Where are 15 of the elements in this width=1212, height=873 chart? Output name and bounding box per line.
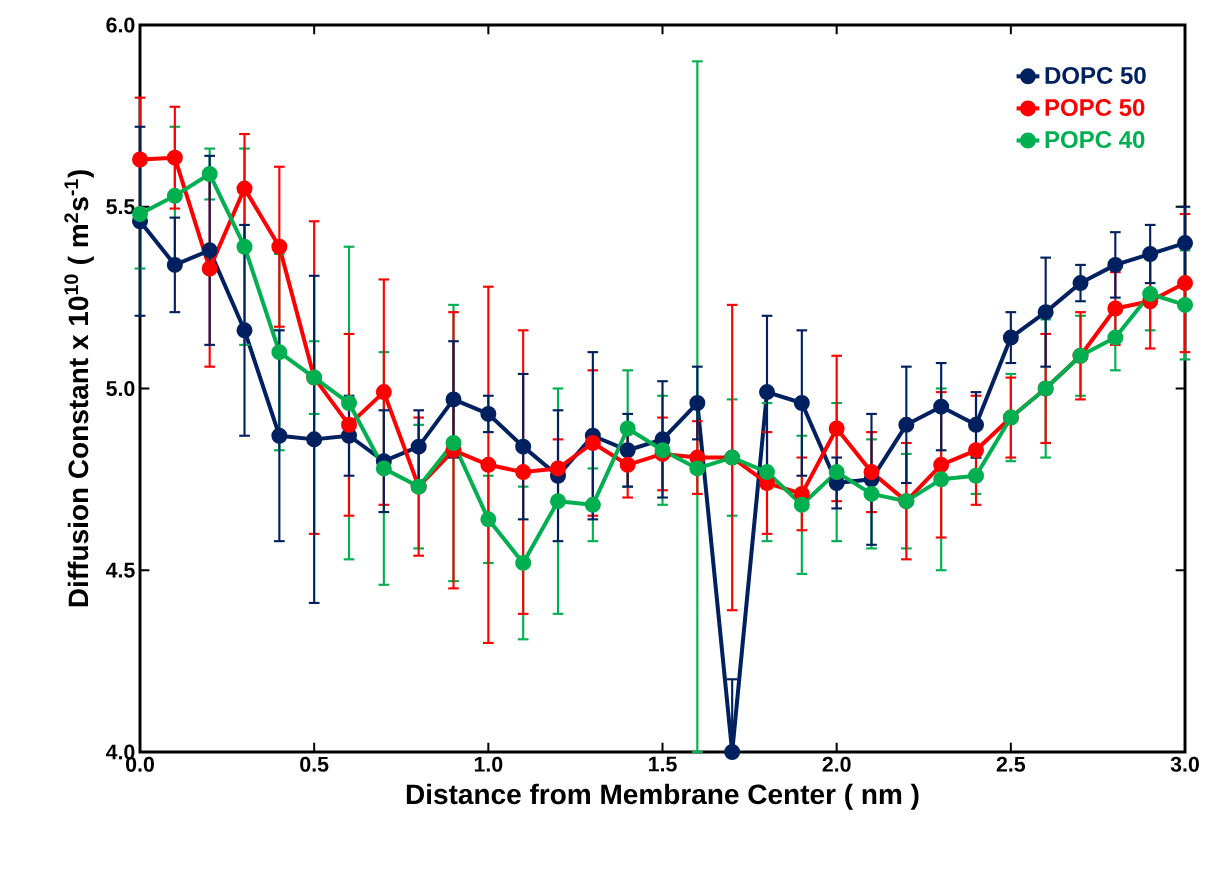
y-tick-label: 6.0 [106,17,135,33]
x-tick-label: 1.0 [474,756,503,772]
x-axis-title: Distance from Membrane Center ( nm ) [406,783,919,810]
x-tick-label: 3.0 [1170,756,1199,772]
x-tick-label: 1.5 [649,756,677,772]
x-tick-label: 2.0 [822,756,851,772]
y-tick-label: 5.5 [106,199,135,215]
y-axis-title: Diffusion Constant x 10$^{10}$ ( m$^{2}$s$^{-1}$) [64,170,94,607]
legend-label: POPC 40 [1045,131,1145,149]
x-tick-label: 2.5 [996,756,1026,772]
x-tick-label: 0.5 [300,756,329,772]
y-tick-label: 4.5 [105,562,135,578]
y-tick-label: 5.0 [106,380,135,397]
legend-label: DOPC 50 [1045,66,1146,84]
legend-label: POPC 50 [1045,99,1145,117]
